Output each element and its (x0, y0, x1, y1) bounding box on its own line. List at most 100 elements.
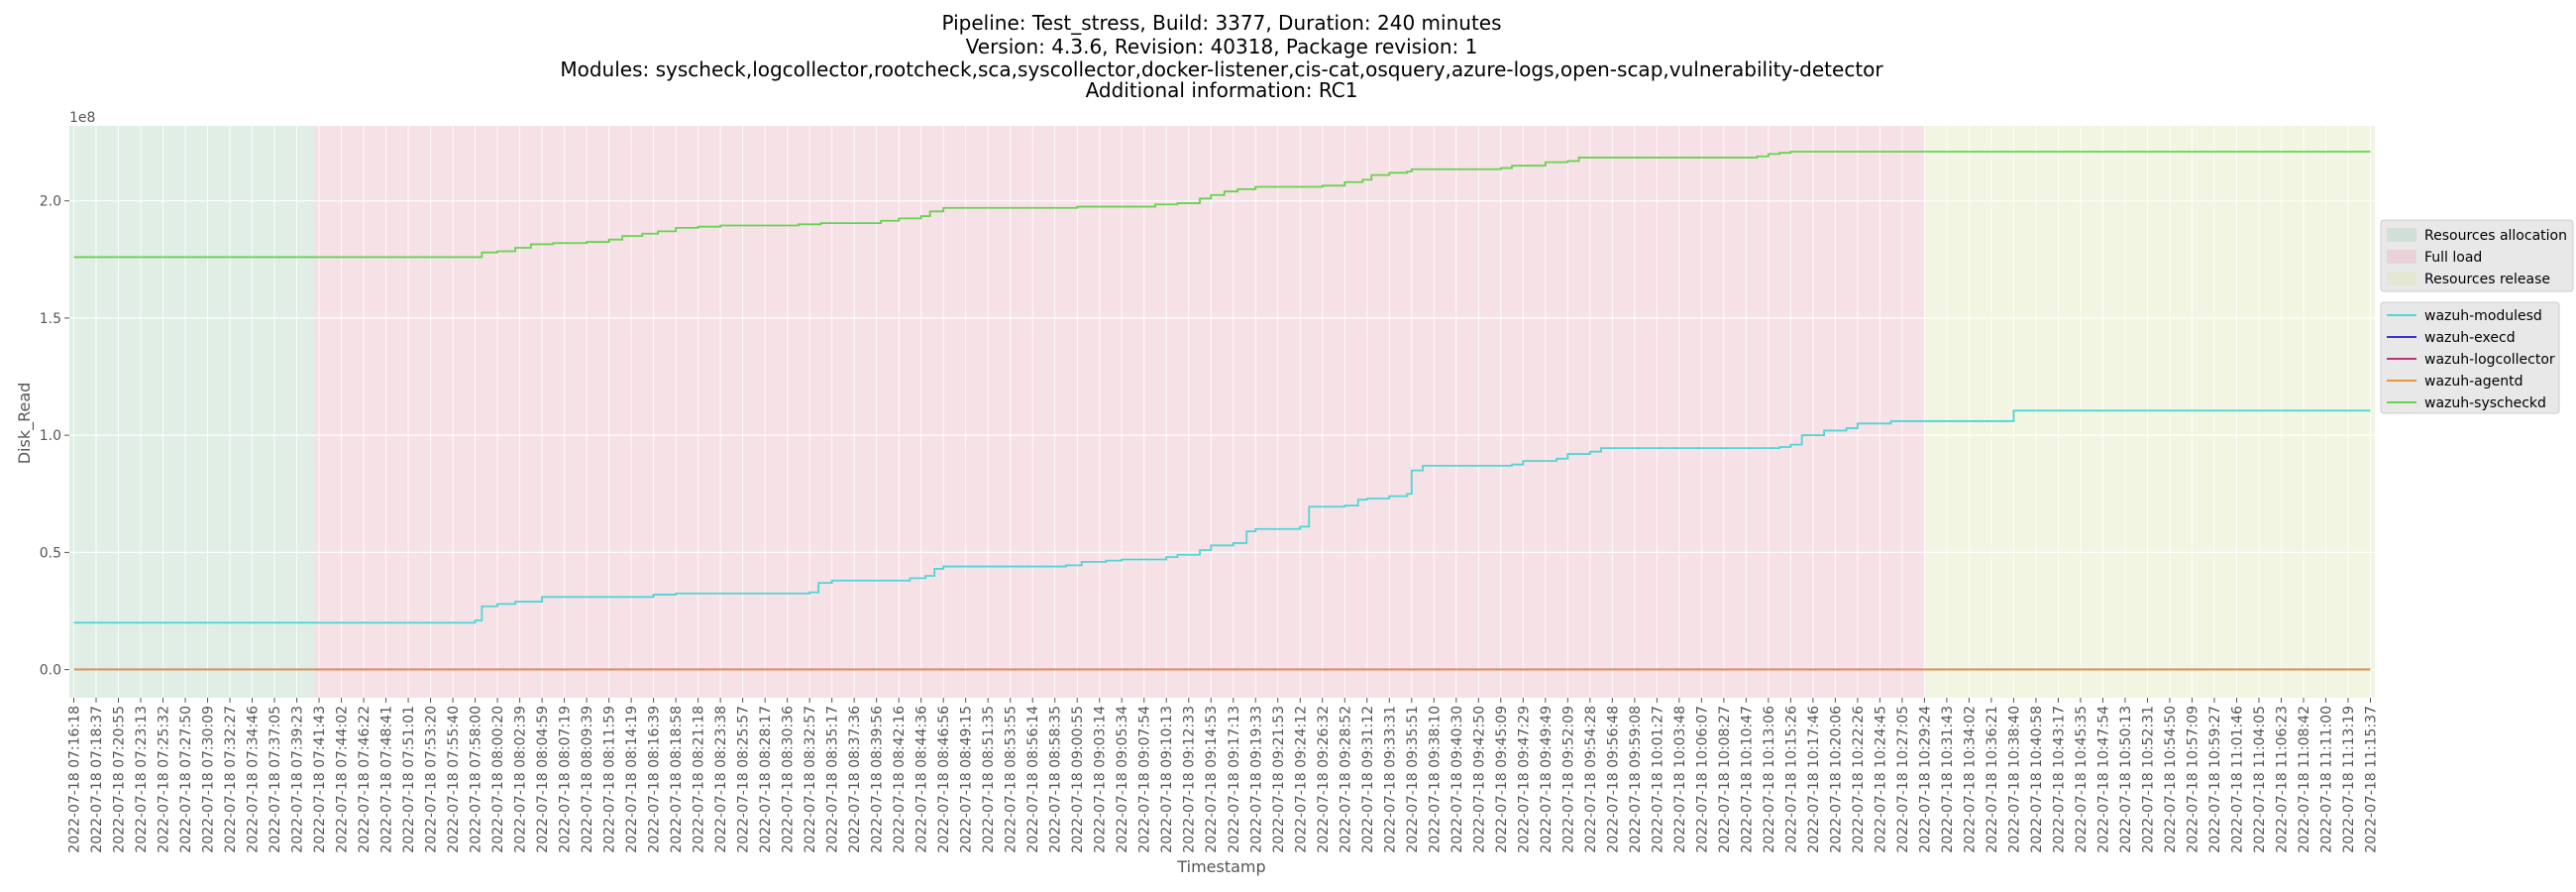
y-tick-label: 1.0 (40, 428, 61, 444)
x-tick-label: 2022-07-18 09:56:48 (1605, 706, 1621, 853)
x-tick-label: 2022-07-18 10:45:35 (2074, 706, 2090, 853)
x-tick-label: 2022-07-18 08:11:59 (602, 706, 618, 853)
x-tick-label: 2022-07-18 11:15:37 (2363, 706, 2379, 853)
phase-legend-label: Resources release (2424, 272, 2550, 287)
x-tick-label: 2022-07-18 08:42:16 (892, 706, 908, 853)
series-legend-box (2380, 301, 2560, 414)
phase-legend-swatch (2387, 272, 2416, 285)
x-tick-label: 2022-07-18 11:13:19 (2341, 706, 2357, 853)
x-tick-label: 2022-07-18 09:42:50 (1471, 706, 1487, 853)
x-tick-label: 2022-07-18 09:49:49 (1539, 706, 1555, 853)
y-tick-label: 1.5 (40, 311, 61, 327)
x-tick-label: 2022-07-18 10:38:40 (2006, 706, 2022, 853)
phase-legend-swatch (2387, 228, 2416, 242)
x-tick-label: 2022-07-18 09:21:53 (1271, 706, 1287, 853)
x-tick-label: 2022-07-18 10:06:07 (1694, 706, 1710, 853)
x-tick-label: 2022-07-18 10:29:24 (1917, 706, 1933, 853)
x-tick-label: 2022-07-18 09:52:09 (1560, 706, 1576, 853)
x-tick-label: 2022-07-18 10:24:45 (1873, 706, 1888, 853)
x-tick-label: 2022-07-18 09:12:33 (1182, 706, 1198, 853)
x-tick-label: 2022-07-18 10:20:06 (1828, 706, 1844, 853)
title-line-4: Additional information: RC1 (1086, 78, 1358, 102)
x-tick-label: 2022-07-18 07:39:23 (290, 706, 306, 853)
x-tick-label: 2022-07-18 08:56:14 (1025, 706, 1041, 853)
y-axis-ticks: 0.0 0.5 1.0 1.5 2.0 (40, 194, 69, 679)
series-line-wazuh-syscheckd (73, 151, 2371, 259)
x-axis-ticks: 2022-07-18 07:16:18 2022-07-18 07:18:37 20… (67, 698, 2379, 853)
x-tick-label: 2022-07-18 09:59:08 (1628, 706, 1644, 853)
series-legend-label: wazuh-modulesd (2424, 308, 2542, 324)
x-tick-label: 2022-07-18 08:09:39 (580, 706, 595, 853)
x-tick-label: 2022-07-18 09:00:55 (1070, 706, 1086, 853)
x-tick-label: 2022-07-18 08:58:35 (1048, 706, 1064, 853)
x-tick-label: 2022-07-18 08:51:35 (981, 706, 997, 853)
x-tick-label: 2022-07-18 08:14:19 (624, 706, 640, 853)
x-tick-label: 2022-07-18 09:03:14 (1093, 706, 1109, 853)
x-tick-label: 2022-07-18 09:45:09 (1494, 706, 1510, 853)
series-legend-label: wazuh-agentd (2424, 374, 2523, 390)
x-tick-label: 2022-07-18 09:31:12 (1360, 706, 1376, 853)
y-offset-label: 1e8 (69, 110, 95, 126)
x-tick-label: 2022-07-18 10:43:17 (2051, 706, 2067, 853)
x-tick-label: 2022-07-18 08:21:18 (692, 706, 707, 853)
x-tick-label: 2022-07-18 11:06:23 (2274, 706, 2290, 853)
y-tick-label: 0.0 (40, 663, 61, 679)
y-tick-label: 2.0 (40, 194, 61, 210)
x-tick-label: 2022-07-18 08:16:39 (647, 706, 663, 853)
x-tick-label: 2022-07-18 10:15:26 (1783, 706, 1799, 853)
x-tick-label: 2022-07-18 09:47:29 (1516, 706, 1532, 853)
x-tick-label: 2022-07-18 07:41:43 (312, 706, 328, 853)
x-tick-label: 2022-07-18 07:37:05 (268, 706, 283, 853)
phase-legend-box (2380, 219, 2574, 292)
x-tick-label: 2022-07-18 08:44:36 (914, 706, 930, 853)
phase-band-1 (314, 126, 1925, 698)
title-line-2: Version: 4.3.6, Revision: 40318, Package… (966, 35, 1478, 58)
x-tick-label: 2022-07-18 08:53:55 (1004, 706, 1020, 853)
series-line-wazuh-modulesd (73, 409, 2371, 624)
x-tick-label: 2022-07-18 08:39:56 (870, 706, 886, 853)
phase-legend-label: Full load (2424, 250, 2482, 266)
x-tick-label: 2022-07-18 10:13:06 (1762, 706, 1777, 853)
x-tick-label: 2022-07-18 11:08:42 (2297, 706, 2312, 853)
x-tick-label: 2022-07-18 10:34:02 (1962, 706, 1978, 853)
x-tick-label: 2022-07-18 08:00:20 (490, 706, 506, 853)
series-legend-label: wazuh-logcollector (2424, 352, 2555, 368)
x-tick-label: 2022-07-18 07:30:09 (201, 706, 217, 853)
x-tick-label: 2022-07-18 09:54:28 (1583, 706, 1599, 853)
x-tick-label: 2022-07-18 09:28:52 (1338, 706, 1353, 853)
x-tick-label: 2022-07-18 09:24:12 (1293, 706, 1309, 853)
x-tick-label: 2022-07-18 07:51:01 (401, 706, 417, 853)
x-tick-label: 2022-07-18 08:49:15 (959, 706, 975, 853)
x-tick-label: 2022-07-18 07:16:18 (67, 706, 83, 853)
x-tick-label: 2022-07-18 10:47:54 (2095, 706, 2111, 853)
x-tick-label: 2022-07-18 08:18:58 (669, 706, 685, 853)
x-tick-label: 2022-07-18 10:31:43 (1940, 706, 1956, 853)
x-tick-label: 2022-07-18 09:40:30 (1449, 706, 1465, 853)
x-tick-label: 2022-07-18 09:10:13 (1159, 706, 1175, 853)
x-tick-label: 2022-07-18 07:53:20 (424, 706, 440, 853)
x-tick-label: 2022-07-18 08:46:56 (936, 706, 952, 853)
x-tick-label: 2022-07-18 08:30:36 (781, 706, 797, 853)
x-tick-label: 2022-07-18 07:23:13 (134, 706, 150, 853)
x-tick-label: 2022-07-18 09:19:33 (1248, 706, 1264, 853)
x-tick-label: 2022-07-18 08:32:57 (803, 706, 818, 853)
phase-band-0 (69, 126, 315, 698)
title-line-1: Pipeline: Test_stress, Build: 3377, Dura… (941, 11, 1501, 35)
phase-backgrounds (69, 126, 2375, 698)
title-line-3: Modules: syscheck,logcollector,rootcheck… (560, 57, 1883, 81)
x-tick-label: 2022-07-18 10:40:58 (2029, 706, 2045, 853)
x-tick-label: 2022-07-18 10:50:13 (2118, 706, 2134, 853)
x-tick-label: 2022-07-18 11:11:00 (2318, 706, 2334, 853)
x-tick-label: 2022-07-18 08:28:17 (758, 706, 774, 853)
x-tick-label: 2022-07-18 10:22:26 (1851, 706, 1867, 853)
x-tick-label: 2022-07-18 08:37:36 (847, 706, 863, 853)
x-tick-label: 2022-07-18 10:03:48 (1672, 706, 1688, 853)
x-tick-label: 2022-07-18 07:32:27 (223, 706, 239, 853)
x-tick-label: 2022-07-18 07:34:46 (246, 706, 262, 853)
x-tick-label: 2022-07-18 08:02:39 (513, 706, 529, 853)
series-legend-label: wazuh-syscheckd (2424, 395, 2546, 411)
x-tick-label: 2022-07-18 09:17:13 (1227, 706, 1242, 853)
x-tick-label: 2022-07-18 09:26:32 (1316, 706, 1332, 853)
x-tick-label: 2022-07-18 08:25:57 (736, 706, 752, 853)
x-tick-label: 2022-07-18 07:18:37 (89, 706, 105, 853)
